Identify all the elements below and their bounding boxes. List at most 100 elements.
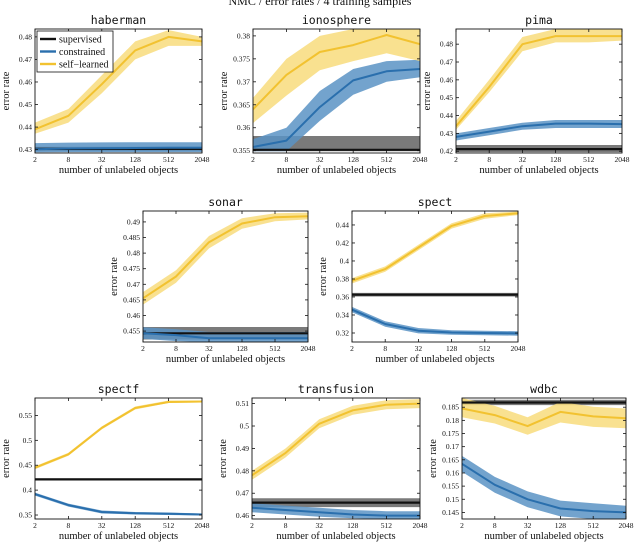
x-tick-label: 512 [163, 155, 175, 164]
panel-title: spect [418, 195, 453, 209]
y-tick-label: 0.5 [23, 436, 33, 445]
plot-area-pima [456, 29, 622, 153]
y-tick-label: 0.47 [19, 55, 32, 64]
band-constrained [253, 59, 420, 152]
panel-title: pima [525, 13, 553, 27]
x-tick-label: 2048 [413, 155, 428, 164]
x-tick-label: 2 [350, 344, 354, 353]
axes-frame-pima [455, 28, 623, 154]
x-tick-label: 32 [98, 155, 106, 164]
y-tick-label: 0.45 [19, 100, 32, 109]
y-tick-label: 0.48 [127, 249, 140, 258]
y-tick-label: 0.5 [240, 422, 250, 431]
x-axis-label: number of unlabeled objects [479, 165, 598, 176]
line-constrained [252, 506, 420, 517]
x-tick-label: 32 [316, 155, 324, 164]
y-axis-label: error rate [422, 71, 433, 110]
x-tick-label: 2 [33, 521, 37, 530]
plot-area-haberman [35, 30, 202, 153]
y-tick-label: 0.46 [19, 77, 32, 86]
x-tick-label: 2 [251, 155, 255, 164]
x-tick-label: 32 [98, 521, 106, 530]
x-tick-label: 32 [205, 344, 213, 353]
y-axis-label: error rate [1, 439, 12, 478]
axes-frame-sonar [142, 210, 309, 343]
panel-transfusion: 2 8 32 128 512 2048 0.46 0.47 0.48 0.49 0.5 0.51 tra… [218, 382, 428, 542]
x-axis-label: number of unlabeled objects [484, 531, 603, 542]
x-tick-label: 8 [67, 521, 71, 530]
y-tick-label: 0.475 [123, 264, 140, 273]
x-tick-label: 128 [550, 155, 562, 164]
plot-area-sonar [143, 212, 308, 342]
x-axis-label: number of unlabeled objects [276, 531, 395, 542]
x-tick-label: 2 [250, 521, 254, 530]
axes-frame-wdbc [461, 397, 627, 520]
x-tick-label: 8 [487, 155, 491, 164]
y-tick-label: 0.485 [123, 233, 140, 242]
x-tick-label: 128 [130, 521, 142, 530]
x-tick-label: 8 [67, 155, 71, 164]
x-tick-label: 2048 [413, 521, 428, 530]
x-tick-label: 32 [415, 344, 423, 353]
y-tick-label: 0.35 [19, 511, 32, 520]
y-tick-label: 0.185 [442, 403, 459, 412]
panel-title: transfusion [298, 382, 374, 396]
line-self-learned [252, 402, 420, 477]
y-tick-label: 0.42 [440, 147, 453, 156]
axes-frame-ionosphere [252, 28, 421, 154]
x-tick-label: 32 [524, 521, 532, 530]
band-self-learned [35, 400, 202, 470]
y-tick-label: 0.18 [446, 416, 459, 425]
y-tick-label: 0.47 [127, 280, 140, 289]
x-tick-label: 8 [174, 344, 178, 353]
band-self-learned [253, 29, 420, 124]
x-axis-label: number of unlabeled objects [59, 165, 178, 176]
y-tick-label: 0.43 [19, 145, 32, 154]
x-tick-label: 512 [269, 344, 281, 353]
x-tick-label: 2048 [195, 521, 210, 530]
plot-area-wdbc [462, 398, 626, 519]
x-tick-label: 512 [588, 521, 600, 530]
y-tick-label: 0.51 [236, 399, 249, 408]
x-axis-label: number of unlabeled objects [277, 165, 396, 176]
band-self-learned [462, 398, 626, 435]
axes-frame-transfusion [251, 397, 421, 520]
x-tick-label: 2 [454, 155, 458, 164]
line-self-learned [352, 212, 518, 282]
y-tick-label: 0.375 [233, 54, 250, 63]
band-self-learned [456, 29, 622, 130]
line-constrained [352, 308, 518, 335]
y-tick-label: 0.17 [446, 442, 459, 451]
x-tick-label: 512 [583, 155, 595, 164]
x-tick-label: 2048 [619, 521, 634, 530]
band-self-learned [143, 212, 308, 305]
y-tick-label: 0.45 [19, 461, 32, 470]
line-constrained [35, 146, 202, 151]
y-tick-label: 0.34 [336, 310, 349, 319]
y-tick-label: 0.47 [236, 489, 249, 498]
panel-haberman: 2 8 32 128 512 2048 0.43 0.44 0.45 0.46 0.47 0.48 ha… [1, 13, 210, 176]
y-tick-label: 0.44 [336, 220, 349, 229]
x-axis-label: number of unlabeled objects [375, 354, 494, 365]
plot-area-transfusion [252, 399, 420, 519]
y-tick-label: 0.455 [123, 327, 140, 336]
line-self-learned [143, 215, 308, 300]
line-self-learned [35, 35, 202, 131]
x-tick-label: 2 [33, 155, 37, 164]
y-tick-label: 0.165 [442, 455, 459, 464]
y-tick-label: 0.44 [19, 123, 32, 132]
panel-title: haberman [91, 13, 146, 27]
y-tick-label: 0.4 [23, 486, 33, 495]
panel-spect: 2 8 32 128 512 2048 0.32 0.34 0.36 0.38 0.4 0.42 0.4… [318, 195, 526, 365]
y-tick-label: 0.46 [440, 75, 453, 84]
y-tick-label: 0.36 [336, 292, 349, 301]
x-tick-label: 8 [383, 344, 387, 353]
y-axis-label: error rate [218, 439, 229, 478]
x-tick-label: 2048 [301, 344, 316, 353]
y-tick-label: 0.42 [336, 238, 349, 247]
plot-area-spectf [35, 400, 202, 516]
y-tick-label: 0.16 [446, 468, 459, 477]
x-tick-label: 128 [446, 344, 458, 353]
x-tick-label: 512 [163, 521, 175, 530]
legend-label-constrained: constrained [59, 47, 105, 58]
